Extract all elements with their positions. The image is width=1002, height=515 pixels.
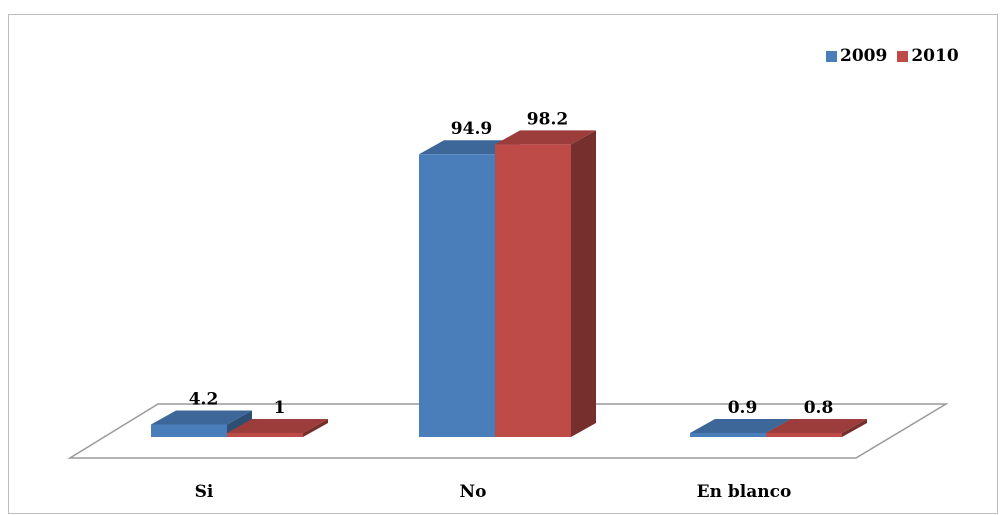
bar-top-en-blanco-2009 bbox=[690, 419, 791, 433]
category-label-si: Si bbox=[195, 482, 214, 502]
chart-legend: 2009 2010 bbox=[826, 46, 969, 66]
bar-top-no-2010 bbox=[495, 130, 596, 145]
bar-front-en-blanco-2010 bbox=[766, 433, 842, 437]
bar-side-si-2010 bbox=[303, 419, 328, 437]
legend-label-2010: 2010 bbox=[911, 46, 959, 66]
bar-front-si-2010 bbox=[227, 433, 303, 437]
value-label-no-2009: 94.9 bbox=[451, 119, 492, 139]
bar-front-en-blanco-2009 bbox=[690, 433, 766, 437]
bar-si-2010 bbox=[227, 419, 328, 437]
bar-front-no-2010 bbox=[495, 144, 571, 437]
bar-no-2010 bbox=[495, 130, 596, 437]
value-label-en-blanco-2010: 0.8 bbox=[804, 398, 834, 418]
bar-side-no-2010 bbox=[571, 130, 596, 437]
legend-label-2009: 2009 bbox=[840, 46, 888, 66]
legend-item-2010: 2010 bbox=[897, 46, 959, 66]
value-label-en-blanco-2009: 0.9 bbox=[728, 398, 758, 418]
value-label-si-2010: 1 bbox=[274, 398, 286, 418]
bar-si-2009 bbox=[151, 410, 252, 437]
legend-swatch-2010 bbox=[897, 50, 909, 62]
bar-top-si-2009 bbox=[151, 410, 252, 425]
bar-top-si-2010 bbox=[227, 419, 328, 433]
category-label-no: No bbox=[460, 482, 487, 502]
bar-top-en-blanco-2010 bbox=[766, 419, 867, 433]
bar-top-no-2009 bbox=[419, 140, 520, 155]
value-label-no-2010: 98.2 bbox=[527, 109, 568, 129]
bar-front-si-2009 bbox=[151, 424, 227, 437]
bar-en-blanco-2010 bbox=[766, 419, 867, 437]
category-label-en-blanco: En blanco bbox=[697, 482, 792, 502]
value-label-si-2009: 4.2 bbox=[189, 389, 219, 409]
legend-item-2009: 2009 bbox=[826, 46, 887, 66]
bar-side-en-blanco-2010 bbox=[842, 419, 867, 437]
legend-swatch-2009 bbox=[826, 50, 837, 62]
bar-front-no-2009 bbox=[419, 154, 495, 437]
